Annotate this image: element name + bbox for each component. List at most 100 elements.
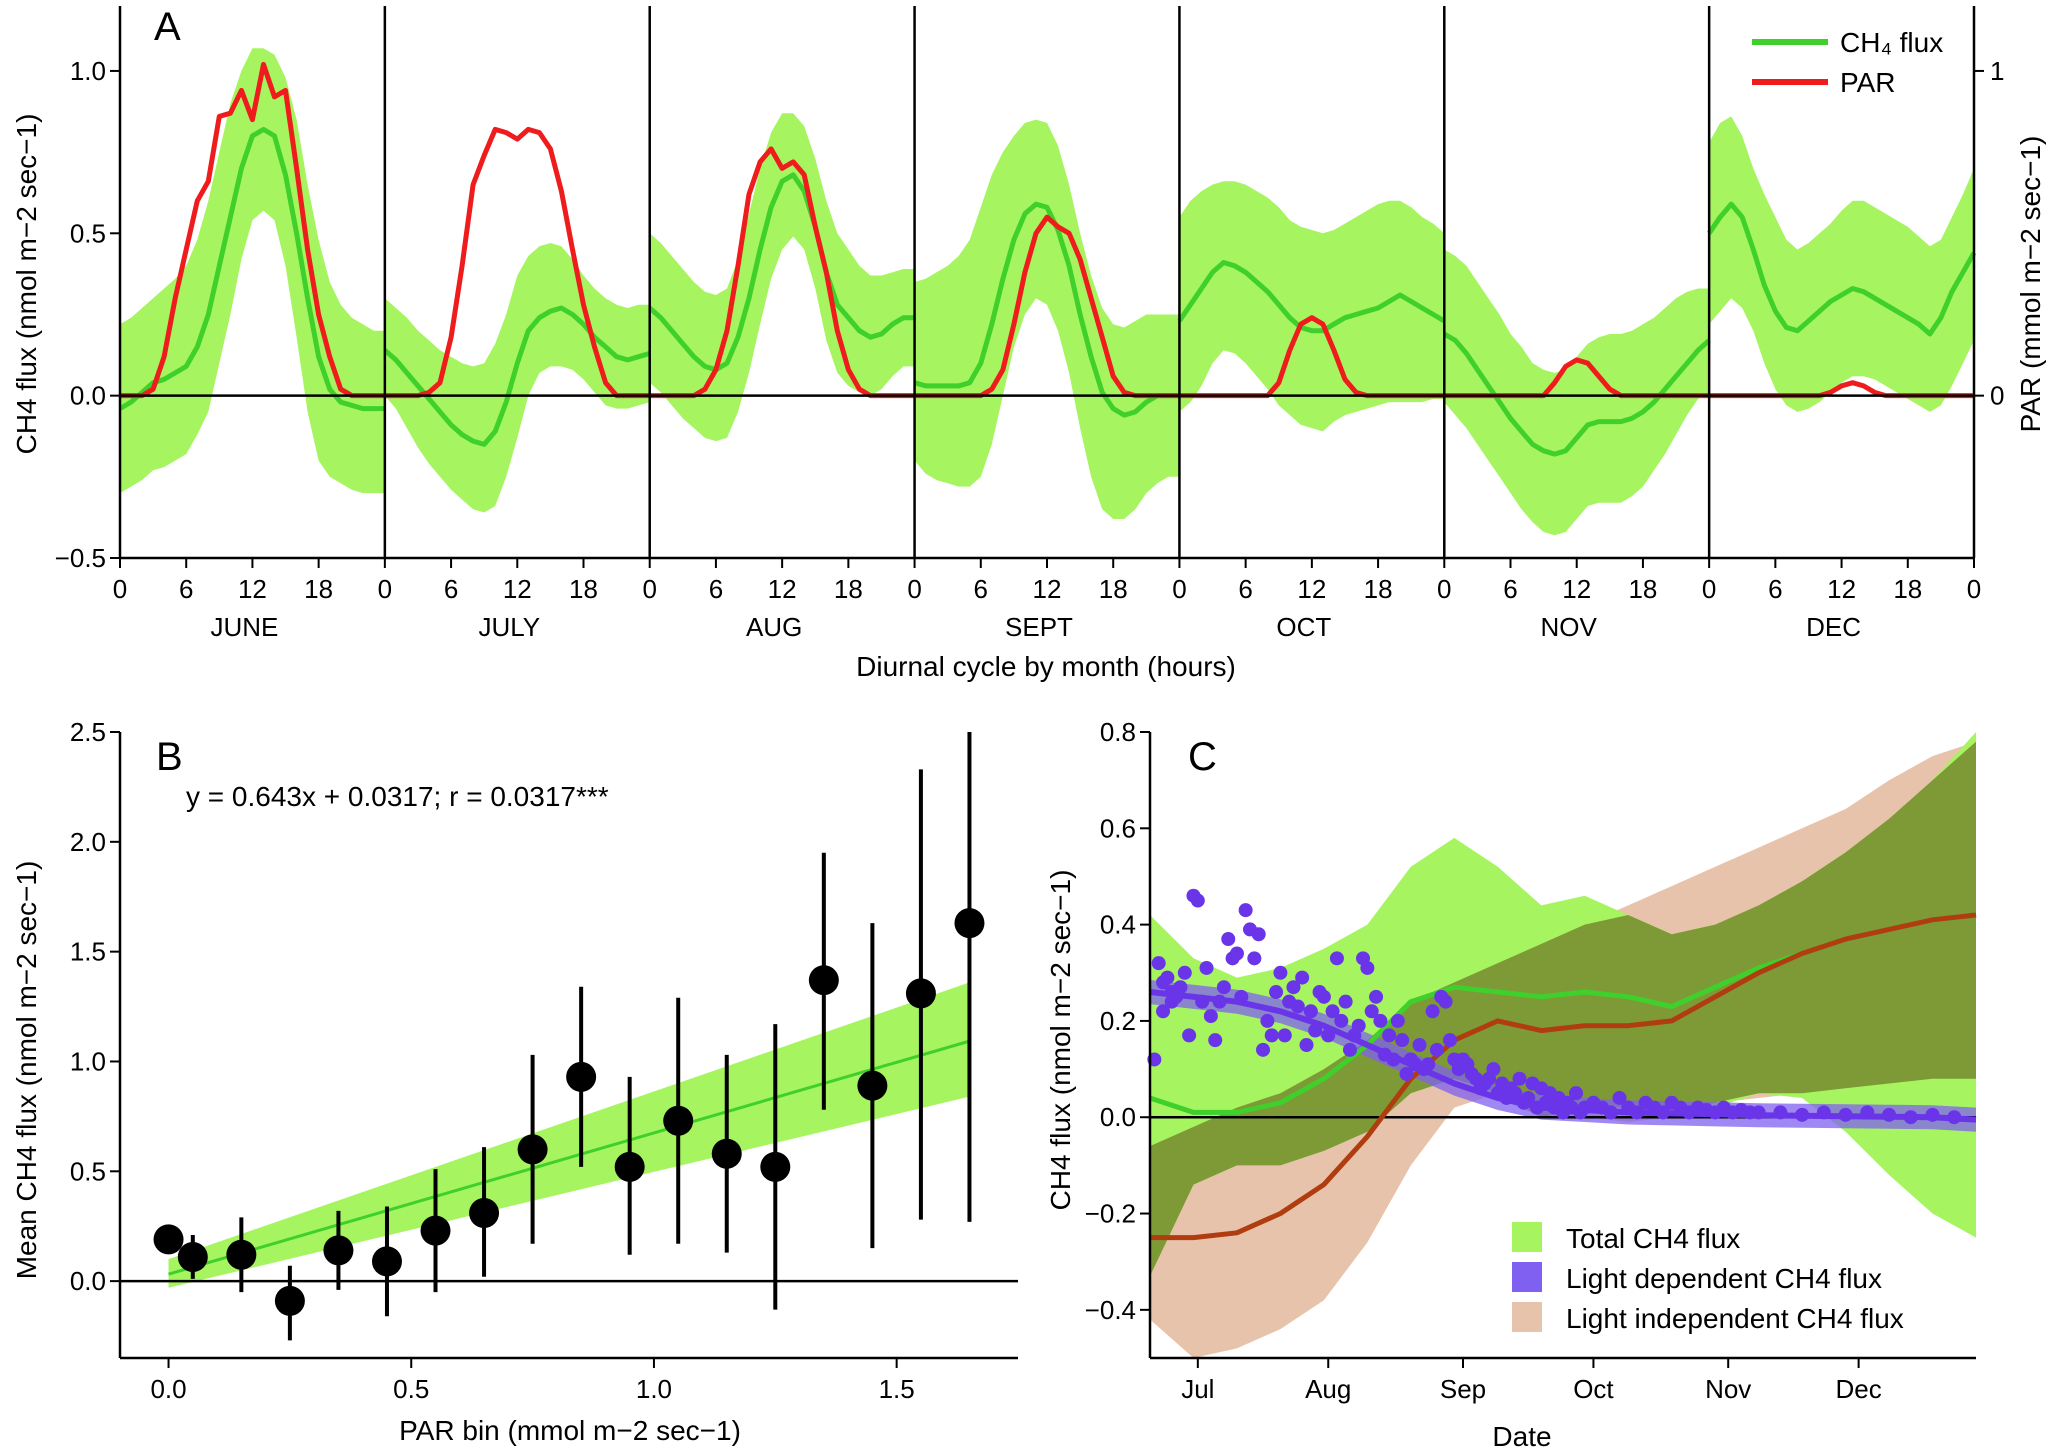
ch4-line-nov bbox=[1443, 331, 1711, 457]
light-dependent-point bbox=[1369, 989, 1384, 1004]
light-dependent-point bbox=[1399, 1066, 1414, 1081]
y-tick-label: 0.4 bbox=[1100, 910, 1136, 940]
y-tick-label: 0.5 bbox=[70, 218, 106, 248]
legend-label-total: Total CH4 flux bbox=[1566, 1223, 1740, 1254]
x-tick-label: 6 bbox=[444, 574, 458, 604]
light-dependent-point bbox=[1838, 1107, 1853, 1122]
light-dependent-point bbox=[1360, 960, 1375, 975]
data-point bbox=[711, 1138, 742, 1169]
light-dependent-point bbox=[1364, 1004, 1379, 1019]
light-dependent-point bbox=[1655, 1105, 1670, 1120]
x-tick-label: 1.0 bbox=[636, 1374, 672, 1404]
panel-b-y-ticks: 0.0 0.5 1.0 1.5 2.0 2.5 bbox=[70, 717, 120, 1296]
x-tick-label: 0 bbox=[1702, 574, 1716, 604]
month-label: DEC bbox=[1806, 612, 1861, 642]
light-dependent-point bbox=[1199, 960, 1214, 975]
panel-b-points bbox=[153, 732, 985, 1341]
x-tick-label: 0 bbox=[907, 574, 921, 604]
panel-b-letter: B bbox=[156, 735, 183, 779]
x-tick-label: 18 bbox=[1628, 574, 1657, 604]
x-tick-label: 0 bbox=[1172, 574, 1186, 604]
y-tick-label: 2.0 bbox=[70, 827, 106, 857]
x-tick-label: 6 bbox=[1768, 574, 1782, 604]
x-tick-label: 18 bbox=[304, 574, 333, 604]
ch4-band-june bbox=[120, 48, 385, 494]
x-tick-label: 6 bbox=[1238, 574, 1252, 604]
panel-b-fit-line bbox=[168, 1039, 970, 1276]
light-dependent-point bbox=[1212, 994, 1227, 1009]
x-tick-label: 0 bbox=[1967, 574, 1981, 604]
panel-b: 0.0 0.5 1.0 1.5 2.0 2.5 0.0 0.5 1.0 1.5 B y = 0.… bbox=[11, 717, 1018, 1446]
legend-label-par: PAR bbox=[1840, 67, 1896, 98]
y-tick-label: 0.0 bbox=[70, 381, 106, 411]
x-tick-label: 0 bbox=[1437, 574, 1451, 604]
panel-a-y-right-ticks: 01 bbox=[1974, 56, 2004, 411]
data-point bbox=[420, 1215, 451, 1246]
light-dependent-point bbox=[1216, 980, 1231, 995]
light-dependent-point bbox=[1442, 1033, 1457, 1048]
ch4-line-aug bbox=[648, 172, 915, 373]
x-tick-label: 12 bbox=[238, 574, 267, 604]
ch4-line-oct bbox=[1177, 260, 1446, 334]
x-tick-label: Oct bbox=[1573, 1374, 1614, 1404]
light-dependent-point bbox=[1795, 1107, 1810, 1122]
legend-swatch-total bbox=[1512, 1222, 1542, 1252]
light-dependent-point bbox=[1151, 956, 1166, 971]
data-point bbox=[469, 1198, 500, 1229]
light-dependent-point bbox=[1569, 1086, 1584, 1101]
data-point bbox=[663, 1105, 694, 1136]
light-dependent-point bbox=[1238, 903, 1253, 918]
light-dependent-point bbox=[1925, 1107, 1940, 1122]
month-label: NOV bbox=[1541, 612, 1598, 642]
light-dependent-point bbox=[1425, 1004, 1440, 1019]
light-dependent-point bbox=[1421, 1057, 1436, 1072]
x-tick-label: 6 bbox=[974, 574, 988, 604]
panel-c-ylabel: CH4 flux (nmol m−2 sec−1) bbox=[1045, 870, 1076, 1211]
light-dependent-point bbox=[1269, 985, 1284, 1000]
y-tick-label: 0.2 bbox=[1100, 1006, 1136, 1036]
y-right-tick-label: 0 bbox=[1990, 381, 2004, 411]
light-dependent-point bbox=[1329, 951, 1344, 966]
legend-swatch-light-dep bbox=[1512, 1262, 1542, 1292]
data-point bbox=[177, 1241, 208, 1272]
light-dependent-point bbox=[1208, 1033, 1223, 1048]
light-dependent-point bbox=[1521, 1090, 1536, 1105]
y-tick-label: 0.5 bbox=[70, 1156, 106, 1186]
x-tick-label: 18 bbox=[1099, 574, 1128, 604]
panel-c-xlabel: Date bbox=[1492, 1421, 1551, 1452]
ch4-line-sept bbox=[913, 201, 1180, 418]
light-dependent-point bbox=[1947, 1110, 1962, 1125]
light-dependent-point bbox=[1195, 994, 1210, 1009]
month-label: JUNE bbox=[210, 612, 278, 642]
panel-c-letter: C bbox=[1188, 735, 1217, 779]
legend-swatch-light-indep bbox=[1512, 1302, 1542, 1332]
light-dependent-point bbox=[1751, 1105, 1766, 1120]
x-tick-label: 1.5 bbox=[879, 1374, 915, 1404]
light-dependent-point bbox=[1234, 989, 1249, 1004]
light-dependent-point bbox=[1395, 1033, 1410, 1048]
month-label: AUG bbox=[746, 612, 802, 642]
light-dependent-point bbox=[1860, 1105, 1875, 1120]
ch4-band-oct bbox=[1179, 181, 1445, 432]
panel-c-points bbox=[1147, 888, 1962, 1125]
panel-c-x-ticks: Jul Aug Sep Oct Nov Dec bbox=[1181, 1358, 1882, 1404]
data-point bbox=[760, 1151, 791, 1182]
data-point bbox=[857, 1070, 888, 1101]
x-tick-label: 6 bbox=[709, 574, 723, 604]
panel-a-legend: CH₄ flux PAR bbox=[1752, 27, 1943, 98]
y-tick-label: 1.0 bbox=[70, 56, 106, 86]
light-dependent-point bbox=[1629, 1105, 1644, 1120]
light-dependent-point bbox=[1273, 965, 1288, 980]
y-tick-label: 0.0 bbox=[70, 1266, 106, 1296]
light-dependent-point bbox=[1334, 1013, 1349, 1028]
panel-a-frame bbox=[118, 6, 1976, 560]
light-dependent-point bbox=[1325, 1004, 1340, 1019]
panel-a-y-ticks: −0.5 0.0 0.5 1.0 bbox=[55, 56, 120, 573]
light-dependent-point bbox=[1251, 927, 1266, 942]
x-tick-label: 12 bbox=[1827, 574, 1856, 604]
par-line-july bbox=[384, 126, 650, 399]
panel-b-frame bbox=[118, 732, 1018, 1360]
x-tick-label: 18 bbox=[1364, 574, 1393, 604]
light-dependent-point bbox=[1373, 1013, 1388, 1028]
panel-a-letter: A bbox=[154, 5, 181, 49]
